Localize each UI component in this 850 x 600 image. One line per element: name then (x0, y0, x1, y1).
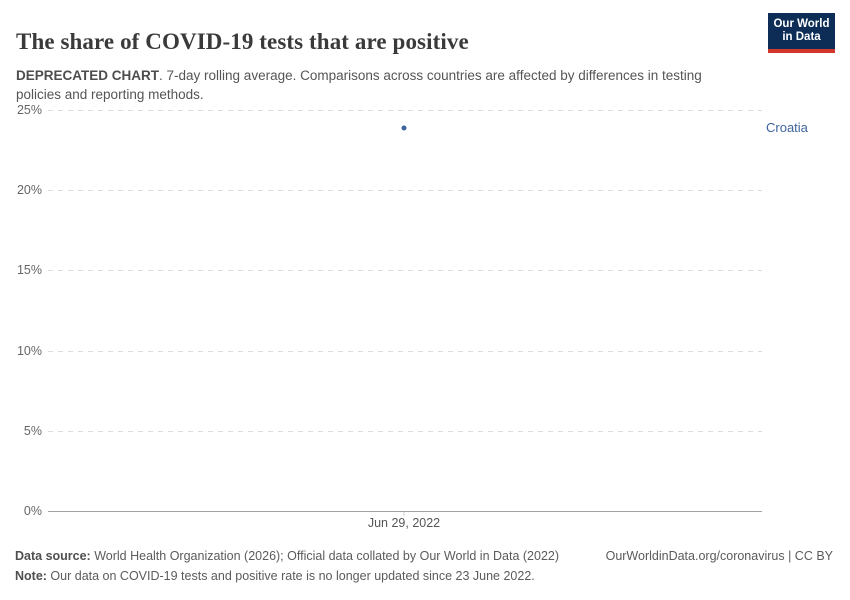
subtitle-deprecated-label: DEPRECATED CHART (16, 67, 160, 83)
gridline-0 (48, 511, 762, 512)
y-tick-label-20: 20% (16, 183, 42, 198)
plot-area (48, 110, 762, 516)
footer-note-label: Note: (15, 569, 47, 583)
footer-link[interactable]: OurWorldinData.org/coronavirus | CC BY (605, 549, 833, 563)
gridline-15 (48, 270, 762, 272)
owid-logo[interactable]: Our World in Data (768, 13, 835, 53)
y-tick-label-15: 15% (16, 263, 42, 278)
owid-logo-line2: in Data (782, 31, 821, 43)
x-axis-tick (403, 511, 405, 516)
y-tick-label-0: 0% (23, 504, 42, 518)
data-point (401, 125, 407, 131)
footer-source-line: Data source: World Health Organization (… (15, 548, 833, 565)
chart-subtitle: DEPRECATED CHART. 7-day rolling average.… (16, 66, 716, 104)
footer-source: Data source: World Health Organization (… (15, 548, 559, 565)
subtitle-text: . 7-day rolling average. Comparisons acr… (16, 67, 702, 102)
footer-source-text: World Health Organization (2026); Offici… (90, 549, 560, 563)
footer-note-line: Note: Our data on COVID-19 tests and pos… (15, 568, 833, 585)
gridline-25 (48, 110, 762, 111)
x-tick-label: Jun 29, 2022 (367, 516, 441, 530)
owid-logo-line1: Our World (773, 18, 830, 30)
gridline-10 (48, 350, 762, 352)
gridline-20 (48, 190, 762, 192)
gridline-5 (48, 430, 762, 432)
footer-source-label: Data source: (15, 549, 91, 563)
x-axis-labels: Jun 29, 2022 (48, 516, 762, 534)
y-tick-label-25: 25% (16, 103, 42, 117)
series-label[interactable]: Croatia (766, 119, 808, 135)
y-tick-label-5: 5% (23, 423, 42, 438)
y-tick-label-10: 10% (16, 343, 42, 358)
footer-note-text: Our data on COVID-19 tests and positive … (46, 569, 535, 583)
page-title: The share of COVID-19 tests that are pos… (16, 29, 469, 55)
y-axis-labels: 0% 5% 10% 15% 20% 25% (0, 103, 42, 518)
